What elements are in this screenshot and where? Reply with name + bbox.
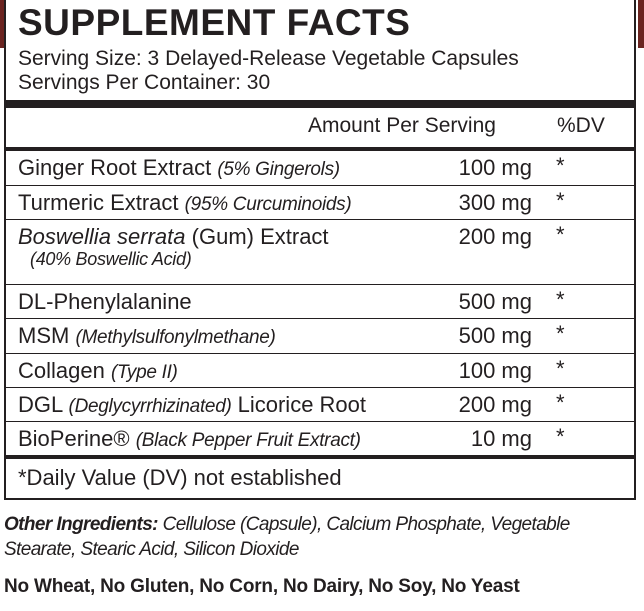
nutrient-dv: * [556, 153, 565, 178]
header-dv: %DV [557, 114, 605, 137]
brand-edge-left [0, 0, 6, 48]
serving-info: Serving Size: 3 Delayed-Release Vegetabl… [18, 47, 519, 95]
servings-per-container: Servings Per Container: 30 [18, 71, 271, 94]
nutrient-amount: 10 mg [470, 426, 532, 451]
nutrient-name: DL-Phenylalanine [18, 289, 192, 314]
nutrient-amount: 500 mg [458, 289, 532, 314]
nutrient-dv: * [556, 424, 565, 449]
thick-rule [6, 100, 634, 108]
nutrient-amount: 300 mg [458, 190, 532, 215]
nutrient-dv: * [556, 188, 565, 213]
nutrient-name: (Gum) Extract [191, 224, 329, 249]
supplement-facts-panel: SUPPLEMENT FACTS Serving Size: 3 Delayed… [4, 0, 636, 500]
nutrient-amount: 200 mg [458, 392, 532, 417]
nutrient-row: Boswellia serrata (Gum) Extract (40% Bos… [6, 219, 634, 284]
nutrient-note: (Methylsulfonylmethane) [75, 327, 276, 348]
nutrient-amount: 100 mg [458, 358, 532, 383]
brand-edge-right [638, 0, 644, 48]
nutrient-dv: * [556, 390, 565, 415]
nutrient-name: Collagen [18, 358, 105, 383]
allergen-statement: No Wheat, No Gluten, No Corn, No Dairy, … [4, 576, 520, 597]
nutrient-row: MSM (Methylsulfonylmethane) 500 mg * [6, 318, 634, 353]
nutrient-name: DGL [18, 392, 63, 417]
nutrient-dv: * [556, 321, 565, 346]
nutrient-row: Ginger Root Extract (5% Gingerols) 100 m… [6, 151, 634, 185]
header-amount: Amount Per Serving [308, 114, 496, 137]
nutrient-row: DGL (Deglycyrrhizinated) Licorice Root 2… [6, 387, 634, 421]
nutrient-amount: 100 mg [458, 155, 532, 180]
other-ingredients-text: Cellulose (Capsule), Calcium Phosphate, … [4, 514, 570, 560]
nutrient-name: Turmeric Extract [18, 190, 179, 215]
nutrient-note: (Type II) [110, 362, 178, 383]
panel-title: SUPPLEMENT FACTS [18, 2, 411, 43]
other-ingredients: Other Ingredients: Cellulose (Capsule), … [4, 512, 640, 562]
nutrient-name-italic: Boswellia serrata [18, 224, 186, 249]
nutrient-name: BioPerine® [18, 426, 130, 451]
nutrient-name: Ginger Root Extract [18, 155, 212, 180]
serving-size: Serving Size: 3 Delayed-Release Vegetabl… [18, 47, 519, 70]
nutrient-name: MSM [18, 323, 70, 348]
nutrient-row: DL-Phenylalanine 500 mg * [6, 284, 634, 318]
dv-footnote: *Daily Value (DV) not established [18, 465, 342, 490]
nutrient-amount: 200 mg [458, 224, 532, 249]
header-rule [6, 147, 634, 151]
nutrient-dv: * [556, 287, 565, 312]
nutrient-row: BioPerine® (Black Pepper Fruit Extract) … [6, 421, 634, 455]
nutrient-row: Collagen (Type II) 100 mg * [6, 353, 634, 387]
nutrient-note: (Deglycyrrhizinated) [68, 396, 232, 417]
nutrient-row: Turmeric Extract (95% Curcuminoids) 300 … [6, 185, 634, 219]
nutrient-dv: * [556, 222, 565, 247]
other-ingredients-label: Other Ingredients: [4, 514, 158, 535]
nutrient-amount: 500 mg [458, 323, 532, 348]
nutrient-note: (95% Curcuminoids) [184, 194, 352, 215]
footer-rule [6, 455, 634, 459]
nutrient-note: (Black Pepper Fruit Extract) [135, 430, 361, 451]
nutrient-sub-note: (40% Boswellic Acid) [30, 249, 192, 269]
nutrient-dv: * [556, 356, 565, 381]
nutrient-note: (5% Gingerols) [217, 159, 340, 180]
nutrient-name-after: Licorice Root [237, 392, 367, 417]
